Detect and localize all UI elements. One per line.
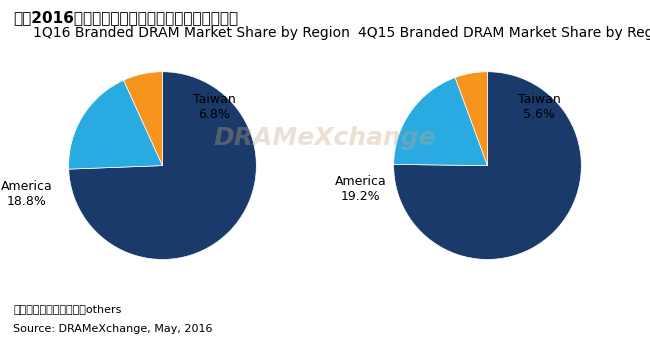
Text: 圖、2016年第一季各區域的品牌記憶體營收市占率: 圖、2016年第一季各區域的品牌記憶體營收市占率 (13, 10, 238, 25)
Wedge shape (394, 72, 581, 259)
Text: DRAMeXchange: DRAMeXchange (214, 126, 436, 150)
Text: 1Q16 Branded DRAM Market Share by Region: 1Q16 Branded DRAM Market Share by Region (33, 26, 350, 40)
Text: America
19.2%: America 19.2% (335, 175, 387, 203)
Wedge shape (394, 78, 488, 166)
Text: Source: DRAMeXchange, May, 2016: Source: DRAMeXchange, May, 2016 (13, 324, 213, 334)
Wedge shape (69, 80, 162, 169)
Text: Taiwan
5.6%: Taiwan 5.6% (518, 93, 560, 121)
Wedge shape (455, 72, 488, 166)
Text: 備註：市占率計算不包含others: 備註：市占率計算不包含others (13, 304, 122, 314)
Wedge shape (124, 72, 162, 166)
Text: 4Q15 Branded DRAM Market Share by Region: 4Q15 Branded DRAM Market Share by Region (358, 26, 650, 40)
Text: America
18.8%: America 18.8% (1, 180, 52, 208)
Wedge shape (69, 72, 256, 259)
Text: Taiwan
6.8%: Taiwan 6.8% (193, 93, 235, 121)
Text: Korea
75.2%: Korea 75.2% (414, 344, 458, 345)
